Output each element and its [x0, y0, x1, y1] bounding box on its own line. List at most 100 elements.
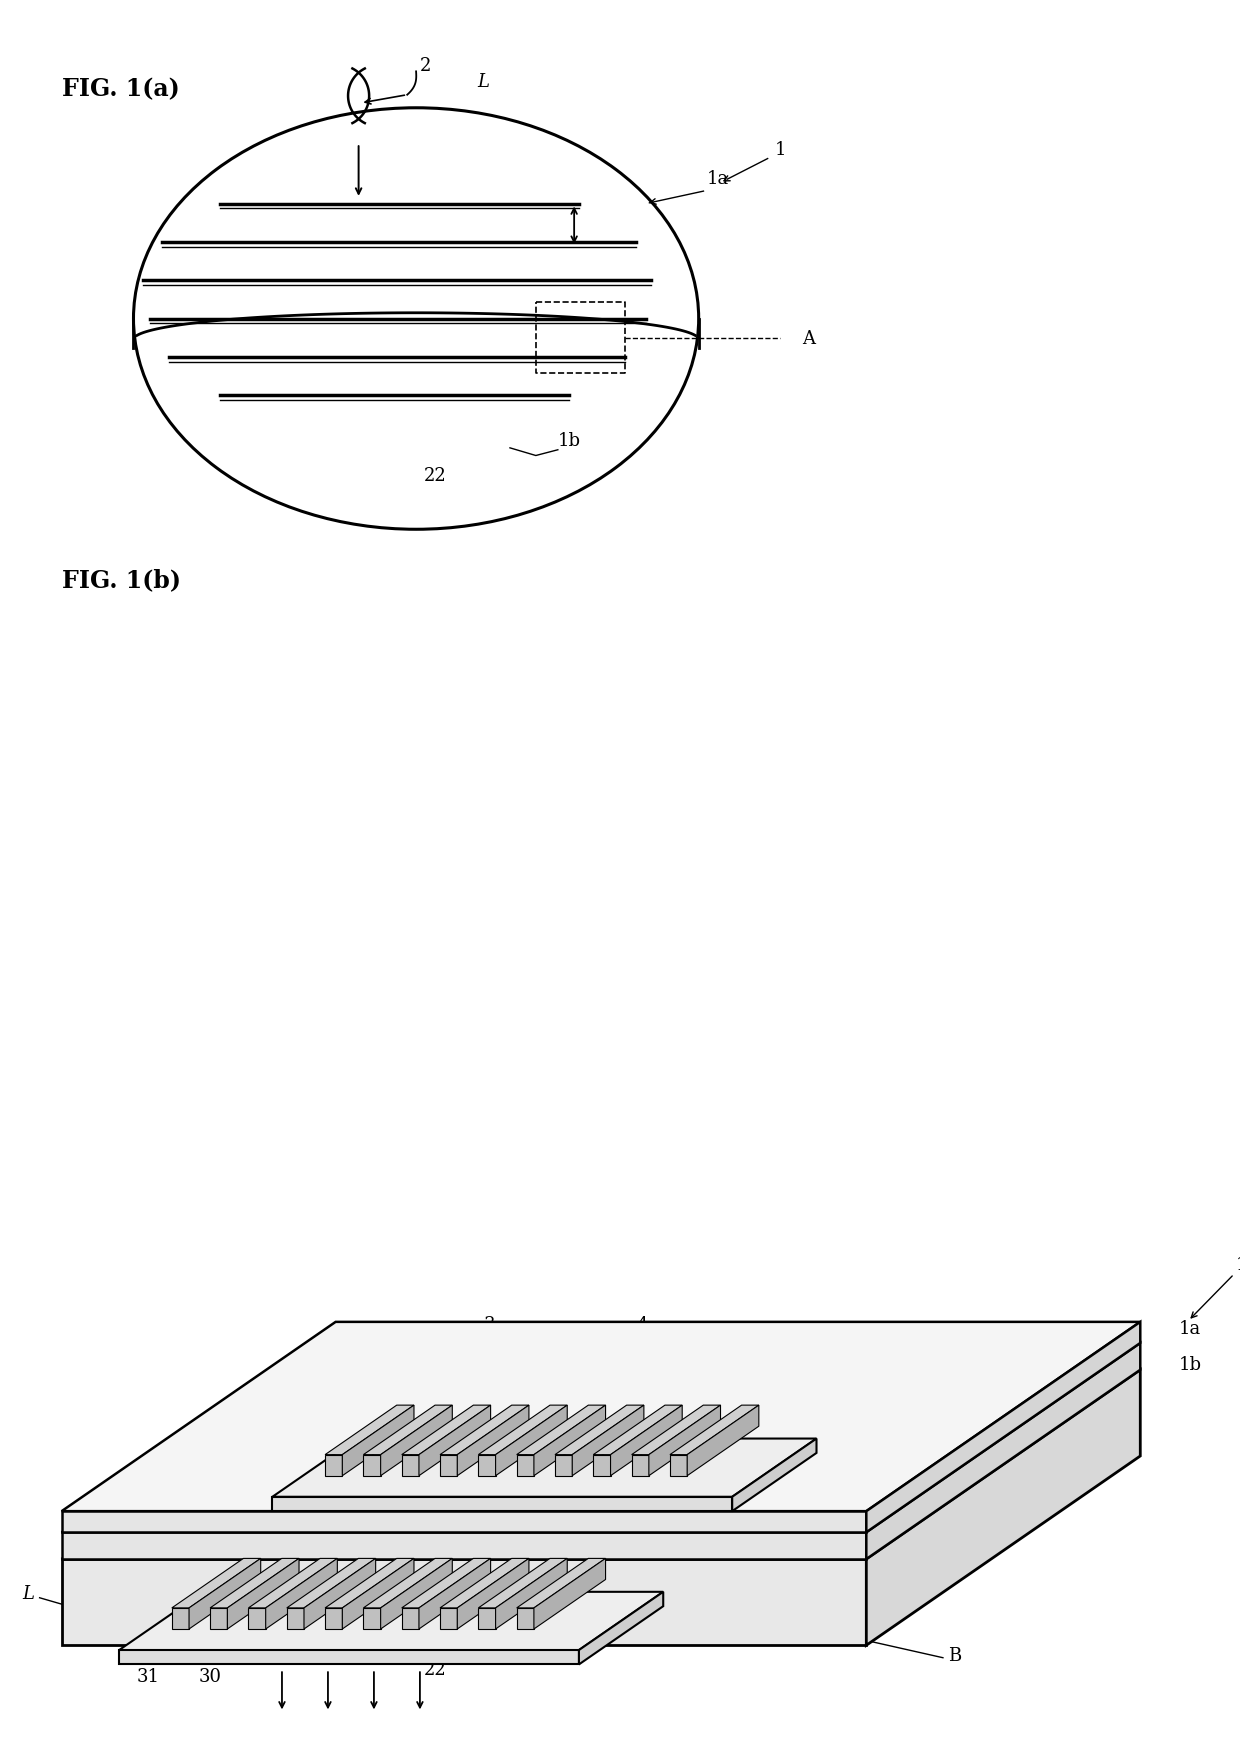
Polygon shape — [479, 1406, 567, 1455]
Polygon shape — [867, 1371, 1141, 1646]
Polygon shape — [325, 1406, 414, 1455]
Polygon shape — [248, 1608, 265, 1629]
Polygon shape — [402, 1608, 419, 1629]
Polygon shape — [732, 1439, 816, 1511]
Polygon shape — [517, 1406, 605, 1455]
Polygon shape — [556, 1455, 572, 1476]
Polygon shape — [593, 1455, 610, 1476]
Polygon shape — [496, 1406, 567, 1476]
Text: 22: 22 — [424, 1660, 446, 1678]
Polygon shape — [440, 1558, 529, 1608]
Text: L: L — [477, 74, 489, 91]
Text: 1a: 1a — [707, 170, 729, 188]
Polygon shape — [610, 1406, 682, 1476]
Polygon shape — [479, 1558, 567, 1608]
Text: 1: 1 — [1236, 1255, 1240, 1274]
Text: 8: 8 — [181, 1580, 192, 1597]
Polygon shape — [496, 1558, 567, 1629]
Polygon shape — [286, 1608, 304, 1629]
Polygon shape — [62, 1322, 1141, 1511]
Polygon shape — [227, 1558, 299, 1629]
Polygon shape — [419, 1558, 491, 1629]
Text: B: B — [947, 1646, 961, 1664]
Text: 1: 1 — [774, 140, 786, 160]
Polygon shape — [631, 1455, 649, 1476]
Polygon shape — [631, 1406, 720, 1455]
Polygon shape — [402, 1558, 491, 1608]
Polygon shape — [62, 1532, 867, 1558]
Polygon shape — [440, 1608, 458, 1629]
Text: FIG. 1(a): FIG. 1(a) — [62, 77, 180, 102]
Polygon shape — [687, 1406, 759, 1476]
Polygon shape — [440, 1455, 458, 1476]
Polygon shape — [867, 1322, 1141, 1532]
Polygon shape — [534, 1558, 605, 1629]
Polygon shape — [325, 1455, 342, 1476]
Polygon shape — [188, 1558, 260, 1629]
Polygon shape — [342, 1406, 414, 1476]
Polygon shape — [517, 1455, 534, 1476]
Polygon shape — [62, 1343, 1141, 1532]
Text: 30: 30 — [198, 1667, 222, 1685]
Text: 2: 2 — [353, 1372, 366, 1390]
Polygon shape — [517, 1608, 534, 1629]
Text: 31: 31 — [136, 1667, 160, 1685]
Polygon shape — [273, 1497, 732, 1511]
Polygon shape — [479, 1455, 496, 1476]
Text: FIG. 1(b): FIG. 1(b) — [62, 569, 181, 591]
Polygon shape — [579, 1592, 663, 1664]
Text: A: A — [802, 330, 816, 347]
Polygon shape — [402, 1455, 419, 1476]
Polygon shape — [381, 1558, 453, 1629]
Text: 2: 2 — [420, 56, 432, 75]
Text: L: L — [22, 1585, 35, 1602]
Polygon shape — [273, 1439, 816, 1497]
Polygon shape — [286, 1558, 376, 1608]
Text: B: B — [947, 1564, 961, 1581]
Polygon shape — [670, 1406, 759, 1455]
Polygon shape — [479, 1608, 496, 1629]
Polygon shape — [458, 1558, 529, 1629]
Polygon shape — [342, 1558, 414, 1629]
Text: 4: 4 — [636, 1314, 647, 1334]
Text: 2: 2 — [95, 1601, 107, 1620]
Polygon shape — [572, 1406, 644, 1476]
Polygon shape — [172, 1558, 260, 1608]
Polygon shape — [419, 1406, 491, 1476]
Text: 1b: 1b — [558, 432, 580, 449]
Polygon shape — [867, 1343, 1141, 1558]
Polygon shape — [534, 1406, 605, 1476]
Polygon shape — [210, 1608, 227, 1629]
Polygon shape — [325, 1558, 414, 1608]
Polygon shape — [381, 1406, 453, 1476]
Polygon shape — [649, 1406, 720, 1476]
Text: 30: 30 — [362, 1515, 384, 1532]
Polygon shape — [265, 1558, 337, 1629]
Polygon shape — [62, 1371, 1141, 1558]
Polygon shape — [363, 1558, 453, 1608]
Polygon shape — [556, 1406, 644, 1455]
Polygon shape — [670, 1455, 687, 1476]
Polygon shape — [172, 1608, 188, 1629]
Polygon shape — [440, 1406, 529, 1455]
Text: 1b: 1b — [1178, 1355, 1202, 1372]
Polygon shape — [119, 1592, 663, 1650]
Polygon shape — [325, 1608, 342, 1629]
Polygon shape — [593, 1406, 682, 1455]
Polygon shape — [62, 1558, 867, 1646]
Polygon shape — [210, 1558, 299, 1608]
Polygon shape — [363, 1608, 381, 1629]
Text: 3: 3 — [484, 1314, 495, 1334]
Polygon shape — [517, 1558, 605, 1608]
Polygon shape — [248, 1558, 337, 1608]
Text: 31: 31 — [290, 1515, 312, 1532]
Text: 1a: 1a — [1178, 1318, 1200, 1337]
Ellipse shape — [134, 109, 698, 530]
Polygon shape — [119, 1650, 579, 1664]
Polygon shape — [304, 1558, 376, 1629]
Polygon shape — [62, 1511, 867, 1532]
Polygon shape — [402, 1406, 491, 1455]
Polygon shape — [363, 1455, 381, 1476]
Text: 22: 22 — [424, 467, 446, 484]
Polygon shape — [458, 1406, 529, 1476]
